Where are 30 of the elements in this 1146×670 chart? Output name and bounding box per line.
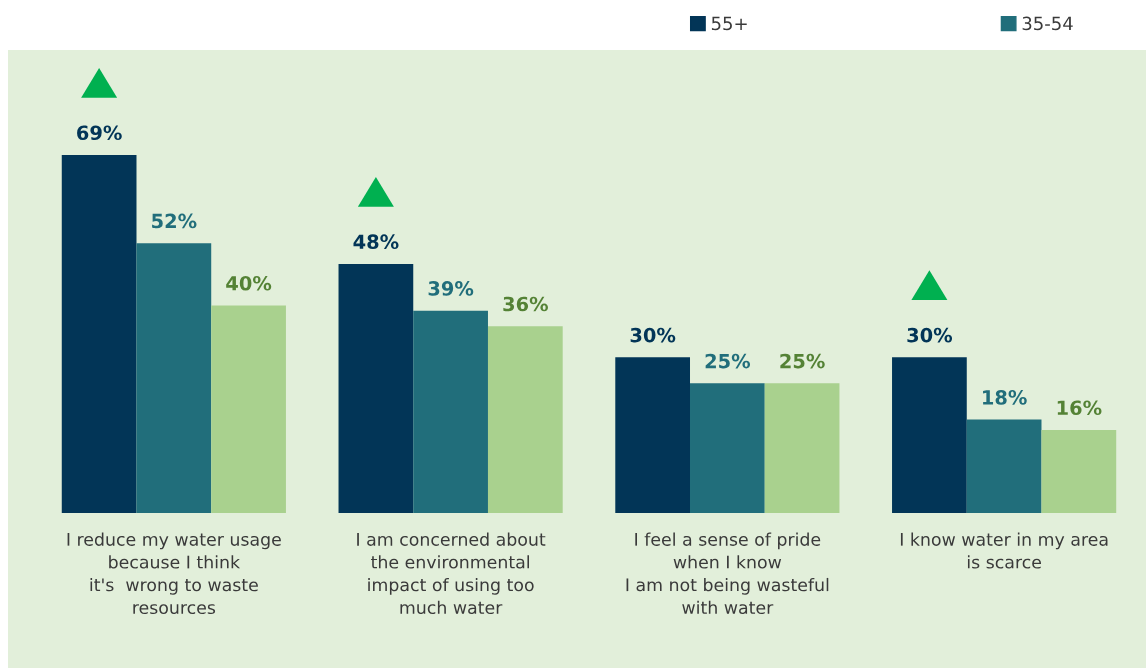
bar [487, 326, 563, 513]
data-label: 36% [503, 296, 548, 312]
bar [892, 357, 967, 513]
bar [764, 383, 840, 513]
data-label: 18% [983, 390, 1027, 405]
data-label: 16% [1057, 400, 1102, 416]
legend-label: 55+ [711, 16, 747, 31]
x-tick-label: I reduce my water usage because I think it's wrong to waste resources [67, 532, 281, 615]
data-label: 48% [353, 234, 399, 250]
data-label: 39% [428, 281, 474, 296]
data-label: 52% [152, 213, 197, 229]
data-label: 40% [226, 275, 272, 291]
x-tick-label: I feel a sense of pride when I know I am not being wasteful with water [626, 532, 829, 615]
legend-label: 35-54 [1022, 16, 1073, 31]
bar [966, 419, 1042, 513]
bar [1041, 429, 1117, 513]
bar [413, 310, 488, 513]
data-label: 25% [780, 353, 825, 369]
x-tick-label: I know water in my area is scarce [900, 532, 1108, 569]
data-label: 30% [630, 327, 676, 343]
data-label: 69% [77, 125, 122, 141]
data-label: 30% [907, 327, 953, 343]
bar [136, 243, 212, 513]
bar [338, 263, 414, 513]
data-label: 25% [705, 353, 751, 369]
bar [615, 357, 691, 513]
bar [690, 383, 765, 513]
x-tick-label: I am concerned about the environmental impact of using too much water [357, 532, 546, 615]
bar [211, 305, 286, 513]
bar [61, 155, 137, 513]
